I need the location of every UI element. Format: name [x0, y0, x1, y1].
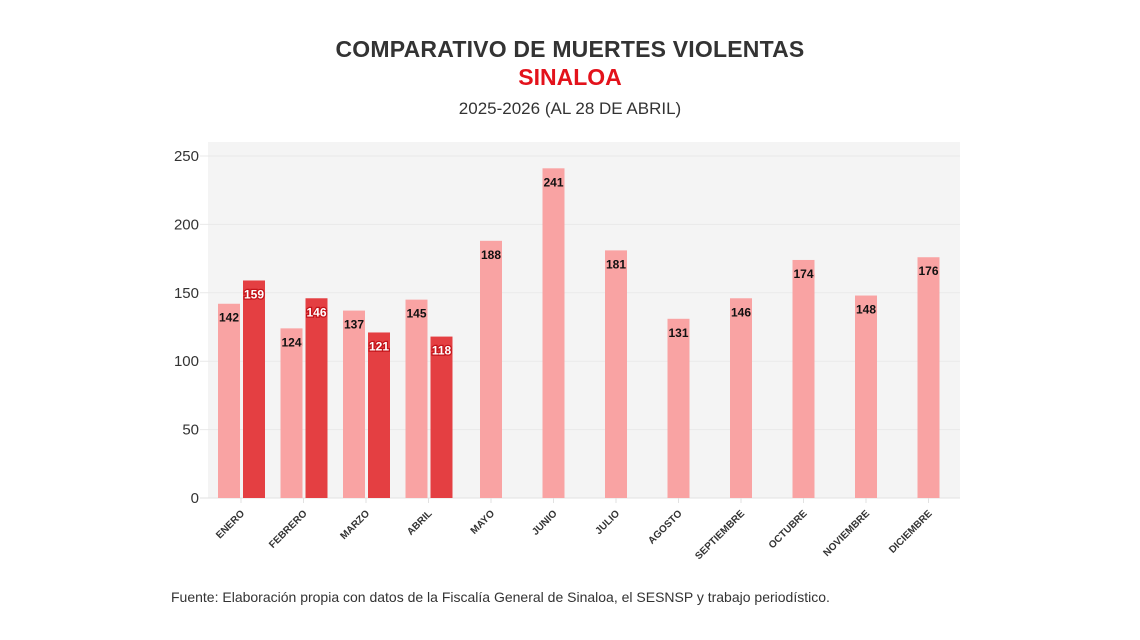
y-tick-label: 50 — [182, 422, 199, 439]
data-label: 188 — [481, 248, 501, 262]
data-label: 146 — [306, 305, 326, 319]
x-tick-label: JUNIO — [530, 508, 560, 538]
data-label: 174 — [793, 267, 813, 281]
bar-2025 — [855, 295, 877, 498]
x-tick-label: AGOSTO — [646, 508, 684, 546]
data-label: 121 — [369, 339, 389, 353]
chart-title: COMPARATIVO DE MUERTES VIOLENTAS — [335, 36, 805, 62]
bar-2026 — [430, 336, 453, 498]
plot-background — [208, 142, 960, 498]
source-note: Fuente: Elaboración propia con datos de … — [171, 589, 830, 605]
y-tick-label: 100 — [174, 353, 199, 370]
data-label: 146 — [731, 305, 751, 319]
data-label: 176 — [918, 264, 938, 278]
bar-chart: 0 50 100 150 200 250 142 159 124 146 137 121 145 118… — [174, 142, 960, 562]
bar-2025 — [792, 259, 815, 498]
x-tick-label: DICIEMBRE — [887, 508, 935, 556]
data-label: 124 — [281, 335, 301, 349]
bar-2026 — [368, 332, 390, 498]
bar-2025 — [480, 240, 502, 499]
x-tick-label: ABRIL — [405, 508, 434, 537]
data-label: 118 — [432, 344, 452, 358]
chart-period: 2025-2026 (AL 28 DE ABRIL) — [458, 99, 682, 118]
data-label: 131 — [668, 326, 688, 340]
data-label: 181 — [606, 257, 626, 271]
y-tick-label: 250 — [174, 148, 199, 165]
bar-2026 — [305, 298, 328, 498]
chart-region: SINALOA — [518, 64, 622, 90]
data-label: 148 — [856, 303, 876, 317]
y-axis: 0 50 100 150 200 250 — [174, 148, 199, 507]
bar-2026 — [243, 280, 265, 498]
bar-2025 — [542, 168, 565, 498]
x-axis: ENERO FEBRERO MARZO ABRIL MAYO JUNIO JULIO AGOS… — [214, 498, 935, 562]
y-tick-label: 150 — [174, 285, 199, 302]
data-label: 137 — [344, 318, 364, 332]
bar-2025 — [730, 298, 752, 498]
bar-2025 — [917, 257, 940, 498]
bar-2025 — [405, 299, 428, 498]
data-label: 241 — [543, 175, 563, 189]
x-tick-label: NOVIEMBRE — [822, 508, 873, 559]
x-tick-label: MARZO — [338, 508, 372, 542]
x-tick-label: FEBRERO — [267, 508, 310, 551]
data-label: 159 — [244, 287, 264, 301]
y-tick-label: 200 — [174, 216, 199, 233]
bar-2025 — [343, 310, 365, 498]
data-label: 145 — [406, 307, 426, 321]
x-tick-label: MAYO — [469, 508, 497, 536]
bar-2025 — [280, 328, 303, 498]
bar-2025 — [605, 250, 627, 498]
x-tick-label: SEPTIEMBRE — [693, 508, 747, 562]
x-tick-label: ENERO — [214, 508, 247, 541]
data-label: 142 — [219, 311, 239, 325]
bar-2025 — [218, 303, 240, 498]
bar-2025 — [667, 318, 690, 498]
y-tick-label: 0 — [191, 490, 199, 507]
data-labels: 142 159 124 146 137 121 145 118 188 241 181 131 146 1… — [218, 174, 940, 359]
x-tick-label: OCTUBRE — [767, 508, 810, 551]
bars — [218, 168, 940, 499]
x-tick-label: JULIO — [594, 508, 623, 537]
